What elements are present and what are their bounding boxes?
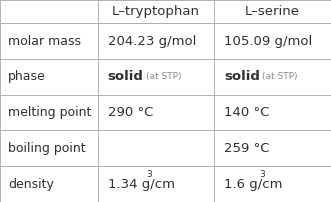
Text: 3: 3 (259, 170, 264, 179)
Text: boiling point: boiling point (8, 142, 86, 155)
Text: density: density (8, 178, 54, 191)
Text: 105.09 g/mol: 105.09 g/mol (224, 35, 313, 48)
Text: 140 °C: 140 °C (224, 106, 270, 119)
Text: melting point: melting point (8, 106, 92, 119)
Text: solid: solid (108, 70, 143, 83)
Text: (at STP): (at STP) (146, 72, 181, 81)
Text: 204.23 g/mol: 204.23 g/mol (108, 35, 196, 48)
Text: molar mass: molar mass (8, 35, 81, 48)
Text: L–tryptophan: L–tryptophan (112, 5, 200, 18)
Text: 290 °C: 290 °C (108, 106, 153, 119)
Text: (at STP): (at STP) (262, 72, 298, 81)
Text: 259 °C: 259 °C (224, 142, 270, 155)
Text: 1.6 g/cm: 1.6 g/cm (224, 178, 283, 191)
Text: solid: solid (224, 70, 260, 83)
Text: L–serine: L–serine (245, 5, 300, 18)
Text: 3: 3 (146, 170, 152, 179)
Text: 1.34 g/cm: 1.34 g/cm (108, 178, 174, 191)
Text: phase: phase (8, 70, 46, 83)
